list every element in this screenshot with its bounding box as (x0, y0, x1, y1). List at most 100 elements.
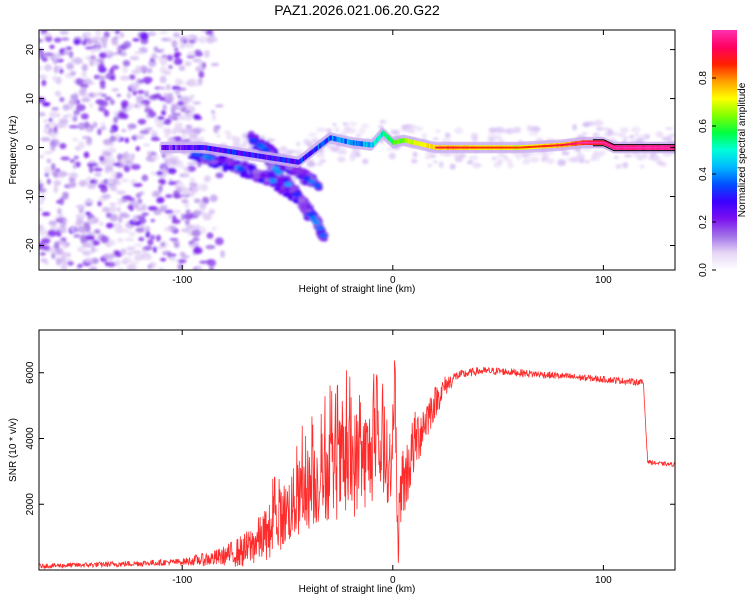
tone-line-core (597, 141, 599, 144)
tone-line-segment (319, 143, 321, 149)
spectrogram-noise-cell (43, 127, 49, 134)
tone-line-segment (388, 136, 391, 142)
spectrogram-noise-cell (164, 209, 174, 214)
spectrogram-halo-cell (613, 155, 620, 160)
spectrogram-halo-cell (348, 121, 358, 127)
spectrogram-noise-cell (101, 93, 107, 98)
spectrogram-noise-cell (154, 117, 159, 123)
tone-line-segment (312, 148, 315, 154)
spectrogram-noise-cell (158, 178, 166, 184)
tone-line-core (624, 146, 627, 149)
spectrogram-noise-cell (77, 263, 83, 268)
tone-line-segment (167, 145, 170, 151)
spectrogram-branch-peak (206, 155, 215, 161)
spectrogram-noise-cell (73, 155, 79, 160)
spectrogram-noise-cell (177, 94, 182, 99)
spectrogram-branch-peak (274, 170, 283, 176)
spectrogram-noise-cell (140, 253, 151, 257)
tone-line-segment (353, 140, 356, 146)
tone-line-core (604, 142, 607, 145)
tone-line-core (634, 146, 637, 149)
tone-line-segment (370, 142, 373, 148)
tone-line-segment (411, 139, 414, 145)
colorbar-tick-label: 0.6 (698, 119, 709, 133)
spectrogram-noise-cell (184, 42, 195, 49)
tone-line-segment (316, 145, 319, 151)
tone-line-core (447, 146, 450, 149)
spectrogram-halo-cell (334, 126, 340, 133)
snr-y-tick-label: 6000 (25, 361, 36, 384)
spectrogram-noise-cell (140, 203, 148, 211)
tone-line-core (523, 146, 526, 149)
spectrogram-noise-cell (127, 197, 136, 201)
spectrogram-noise-cell (89, 59, 94, 67)
spectrogram-noise-cell (160, 37, 171, 42)
spectrogram-branch-cell (293, 167, 304, 172)
tone-line-core (471, 146, 474, 149)
spectrogram-halo-cell (505, 128, 515, 135)
spectrogram-halo-cell (472, 162, 481, 167)
spectrogram-branch-cell (242, 162, 248, 167)
tone-line-core (583, 141, 585, 144)
spectrogram-noise-cell (41, 211, 51, 217)
tone-line-segment (230, 149, 233, 155)
spectrogram-noise-cell (127, 204, 134, 210)
tone-line-core (550, 144, 553, 147)
tone-line-core (651, 146, 654, 149)
tone-line-segment (295, 159, 297, 165)
tone-line-core (522, 146, 525, 149)
tone-line-core (556, 144, 559, 147)
snr-y-tick-label: 4000 (25, 427, 36, 450)
tone-line-core (557, 144, 560, 147)
spectrogram-noise-cell (176, 181, 185, 187)
spectrogram-noise-cell (117, 198, 122, 207)
tone-line-segment (249, 152, 252, 158)
tone-line-core (570, 143, 573, 146)
tone-line-segment (206, 145, 209, 151)
tone-line-core (565, 143, 568, 146)
tone-line-segment (244, 151, 247, 157)
tone-line-core (461, 146, 464, 149)
spectrogram-halo-cell (470, 132, 479, 140)
spectrogram-noise-cell (81, 71, 88, 78)
spectrogram-noise-cell (51, 252, 56, 260)
spectrogram-halo-cell (337, 156, 346, 163)
tone-line-core (454, 146, 457, 149)
tone-line-segment (397, 139, 400, 144)
snr-x-tick-label: 0 (390, 575, 396, 586)
spectrogram-noise-cell (102, 41, 107, 49)
tone-line-segment (224, 148, 227, 154)
spectrogram-noise-cell (129, 55, 140, 61)
spectrogram-branch-cell (257, 178, 265, 184)
spectrogram-noise-cell (185, 112, 194, 120)
spectrogram-noise-cell (156, 234, 161, 242)
tone-line-core (603, 141, 606, 144)
spectrogram-halo-cell (316, 127, 327, 133)
spectrogram-noise-cell (192, 266, 198, 270)
spectrogram-halo-cell (346, 127, 357, 133)
spectrogram-halo-cell (628, 134, 635, 139)
spectrogram-noise-cell (88, 266, 98, 270)
spectrogram-halo-cell (507, 158, 512, 165)
spectrogram-noise-cell (86, 37, 93, 46)
tone-line-core (531, 145, 534, 148)
spectrogram-noise-cell (67, 261, 74, 266)
tone-line-segment (297, 159, 300, 165)
spectrogram-noise-cell (89, 180, 96, 184)
tone-line-core (437, 146, 440, 149)
tone-line-core (549, 144, 551, 147)
spectrogram-noise-cell (167, 181, 178, 186)
spectrogram-noise-cell (158, 184, 163, 193)
tone-line-core (533, 145, 536, 148)
spectrogram-noise-cell (147, 239, 154, 246)
spectrogram-noise-cell (88, 219, 95, 225)
spectrogram-noise-cell (59, 197, 65, 206)
colorbar-ticks: 0.0 0.2 0.4 0.6 0.8 (698, 71, 716, 277)
spectrogram-noise-cell (118, 216, 123, 223)
spectrogram-noise-cell (156, 245, 166, 250)
tone-line-segment (360, 141, 363, 147)
tone-line-core (468, 146, 470, 149)
tone-line-core (436, 146, 439, 149)
spectrogram-noise-cell (116, 267, 124, 270)
spectrogram-noise-cell (39, 197, 44, 205)
